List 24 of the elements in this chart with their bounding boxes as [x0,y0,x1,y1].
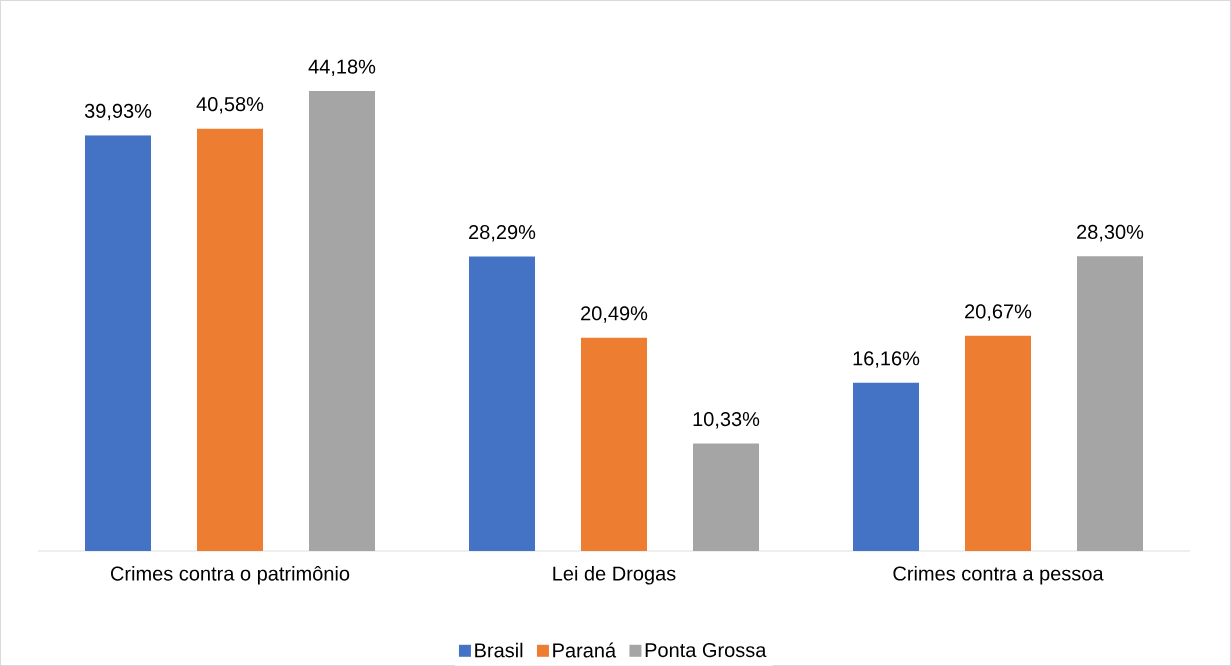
bar [1077,256,1143,551]
data-label: 44,18% [308,59,376,77]
bar [197,128,264,551]
data-label: 20,49% [581,306,648,323]
bar [581,337,648,551]
data-label: 40,58% [196,97,264,114]
bar [469,256,536,551]
x-tick-label: Crimes contra o patrimônio [110,565,350,585]
data-label: 28,29% [469,224,536,242]
bar [85,135,152,551]
legend-label: Ponta Grossa [645,642,767,658]
legend-label: Paraná [553,642,617,658]
data-label: 20,67% [965,304,1032,321]
bar [853,382,919,551]
x-tick-label: Lei de Drogas [553,565,676,585]
legend-label: Brasil [475,642,523,658]
data-label: 39,93% [84,103,152,121]
data-label: 10,33% [693,411,760,429]
bar [309,90,376,551]
data-label: 16,16% [853,351,920,368]
x-tick-label: Crimes contra a pessoa [893,565,1104,585]
data-label: 28,30% [1077,224,1144,242]
bar [693,443,760,551]
bar [965,335,1031,551]
